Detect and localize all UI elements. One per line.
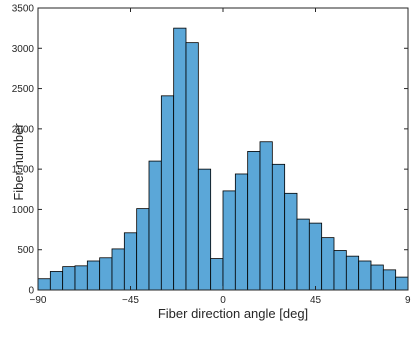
histogram-bar (395, 276, 409, 291)
y-tick-label: 500 (17, 245, 34, 256)
histogram-bar (86, 260, 101, 291)
histogram-bar (99, 257, 113, 291)
x-tick-label: 45 (310, 295, 322, 306)
x-tick-label: 9 (405, 295, 411, 306)
histogram-bar (345, 255, 360, 291)
histogram-bar (148, 160, 162, 291)
y-tick-label: 0 (28, 286, 34, 297)
bars-group (37, 27, 409, 291)
histogram-bar (136, 208, 150, 291)
histogram-bar (321, 237, 335, 291)
y-tick-label: 2000 (12, 124, 35, 135)
histogram-bar (74, 265, 88, 291)
x-tick-label: −45 (122, 295, 139, 306)
histogram-bar (370, 264, 384, 291)
y-axis-label: Fiber number (11, 123, 26, 201)
histogram-bar (173, 27, 187, 291)
histogram-bar (271, 163, 286, 291)
histogram-bar (296, 218, 310, 291)
histogram-bar (259, 141, 273, 291)
histogram-bar (382, 269, 397, 291)
histogram-bar (234, 173, 249, 291)
y-tick-label: 3000 (12, 44, 35, 55)
histogram-bar (210, 258, 224, 291)
histogram-bar (284, 192, 298, 291)
histogram-bar (197, 168, 212, 291)
histogram-bar (185, 42, 199, 291)
histogram-bar (160, 95, 175, 291)
y-tick-label: 1500 (12, 165, 35, 176)
histogram-bar (111, 248, 125, 291)
histogram-bar (62, 266, 76, 291)
x-axis-label: Fiber direction angle [deg] (158, 306, 308, 321)
histogram-bar (123, 232, 138, 291)
histogram-bar (247, 151, 261, 291)
y-tick-label: 2500 (12, 84, 35, 95)
histogram-bar (49, 271, 64, 291)
histogram-bar (333, 250, 347, 291)
histogram-bar (308, 222, 323, 291)
histogram-bar (222, 190, 236, 291)
histogram-bar (37, 278, 51, 291)
y-tick-label: 1000 (12, 205, 35, 216)
x-tick-label: −90 (30, 295, 47, 306)
x-tick-label: 0 (220, 295, 226, 306)
y-tick-label: 3500 (12, 4, 35, 15)
histogram-bar (358, 260, 372, 291)
